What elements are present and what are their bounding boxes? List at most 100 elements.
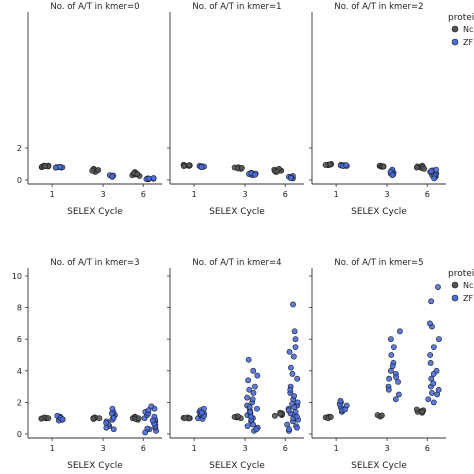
y-tick-label: 8 <box>17 304 22 313</box>
panel-5: No. of A/T in kmer=5 1 3 6 SELEX Cycle <box>309 258 446 471</box>
data-point-zf <box>108 410 115 417</box>
data-point-zf <box>292 408 299 415</box>
data-point-zf <box>390 344 397 350</box>
panel-0: No. of A/T in kmer=0 0 2 1 3 6 SELEX Cycle <box>17 2 162 217</box>
data-point-zf <box>435 284 441 290</box>
data-point-nc <box>322 162 329 168</box>
legend-bottom: protein Nc ZF <box>448 269 474 303</box>
data-point-nc <box>413 164 420 171</box>
data-point-zf <box>291 393 298 399</box>
data-point-nc <box>45 415 52 422</box>
x-axis-label: SELEX Cycle <box>209 207 265 217</box>
x-tick-label: 6 <box>283 190 288 199</box>
data-point-zf <box>388 367 394 374</box>
data-point-zf <box>294 424 300 431</box>
data-point-zf <box>433 166 439 173</box>
data-point-zf <box>146 175 152 182</box>
y-tick-label: 2 <box>17 144 22 153</box>
legend-marker-zf <box>451 38 459 46</box>
data-point-zf <box>254 372 261 379</box>
data-point-zf <box>290 301 296 308</box>
data-point-nc <box>135 415 142 422</box>
data-point-zf <box>247 408 254 415</box>
data-point-zf <box>149 417 156 424</box>
legend-marker-nc <box>451 25 459 33</box>
data-point-zf <box>110 426 117 433</box>
x-tick-label: 3 <box>242 190 247 199</box>
data-point-nc <box>42 163 49 169</box>
data-point-zf <box>245 356 252 363</box>
data-point-zf <box>397 328 403 335</box>
data-point-zf <box>428 298 435 305</box>
data-point-nc <box>181 163 187 169</box>
panel-1: No. of A/T in kmer=1 1 3 6 SELEX Cycle <box>167 2 304 217</box>
data-point-zf <box>254 405 260 412</box>
data-point-zf <box>436 336 442 343</box>
data-point-nc <box>95 167 102 173</box>
x-tick-label: 6 <box>141 444 146 453</box>
data-point-nc <box>90 415 97 422</box>
panel-title: No. of A/T in kmer=3 <box>50 258 139 268</box>
data-point-nc <box>274 168 281 175</box>
data-point-zf <box>247 413 254 420</box>
data-point-nc <box>413 406 420 413</box>
legend-label: Nc <box>463 25 473 34</box>
data-point-zf <box>145 407 152 414</box>
x-tick-label: 1 <box>50 444 55 453</box>
data-point-zf <box>198 164 205 171</box>
data-point-zf <box>103 420 110 426</box>
data-point-nc <box>419 408 425 415</box>
data-point-zf <box>292 336 299 343</box>
x-tick-label: 6 <box>425 444 430 453</box>
data-point-nc <box>89 167 96 174</box>
data-point-zf <box>428 390 435 396</box>
data-point-nc <box>186 162 193 169</box>
x-tick-label: 3 <box>100 444 105 453</box>
data-point-nc <box>277 410 284 417</box>
data-point-zf <box>291 328 298 335</box>
data-point-zf <box>287 386 294 393</box>
y-tick-label: 2 <box>17 398 22 407</box>
x-tick-label: 3 <box>100 190 105 199</box>
data-point-zf <box>342 406 349 413</box>
data-point-zf <box>294 399 301 406</box>
data-point-zf <box>389 172 396 179</box>
data-point-zf <box>337 397 344 404</box>
data-point-zf <box>198 409 205 416</box>
data-point-zf <box>425 396 432 403</box>
data-point-zf <box>430 399 437 406</box>
data-point-zf <box>395 378 401 385</box>
data-point-zf <box>286 348 293 355</box>
data-point-zf <box>249 396 256 403</box>
data-point-nc <box>379 412 385 419</box>
x-tick-label: 3 <box>384 190 389 199</box>
data-point-zf <box>290 353 297 360</box>
data-point-zf <box>245 377 252 384</box>
data-point-zf <box>250 390 257 396</box>
panel-3: No. of A/T in kmer=3 0 2 4 6 8 10 1 3 6 SELEX Cycl… <box>12 258 162 471</box>
panel-4: No. of A/T in kmer=4 1 3 6 SELEX Cycle <box>167 258 304 471</box>
data-point-zf <box>385 386 392 393</box>
panel-title: No. of A/T in kmer=2 <box>334 2 423 12</box>
panel-title: No. of A/T in kmer=1 <box>192 2 281 12</box>
x-tick-label: 1 <box>334 190 339 199</box>
data-point-nc <box>38 415 45 422</box>
data-point-zf <box>109 405 116 412</box>
legend-marker-nc <box>451 281 459 289</box>
data-point-zf <box>428 375 435 382</box>
data-point-zf <box>387 336 394 343</box>
data-point-zf <box>52 164 59 171</box>
x-tick-label: 1 <box>50 190 55 199</box>
y-tick-label: 6 <box>17 335 22 344</box>
data-point-zf <box>343 162 350 169</box>
data-point-zf <box>294 375 301 382</box>
data-point-zf <box>109 173 116 180</box>
x-axis-label: SELEX Cycle <box>67 461 123 471</box>
data-point-zf <box>246 404 253 411</box>
data-point-nc <box>96 415 103 422</box>
data-point-zf <box>110 415 117 422</box>
x-axis-label: SELEX Cycle <box>67 207 123 217</box>
data-point-zf <box>246 386 253 393</box>
data-point-zf <box>103 424 110 431</box>
data-point-zf <box>430 344 437 350</box>
